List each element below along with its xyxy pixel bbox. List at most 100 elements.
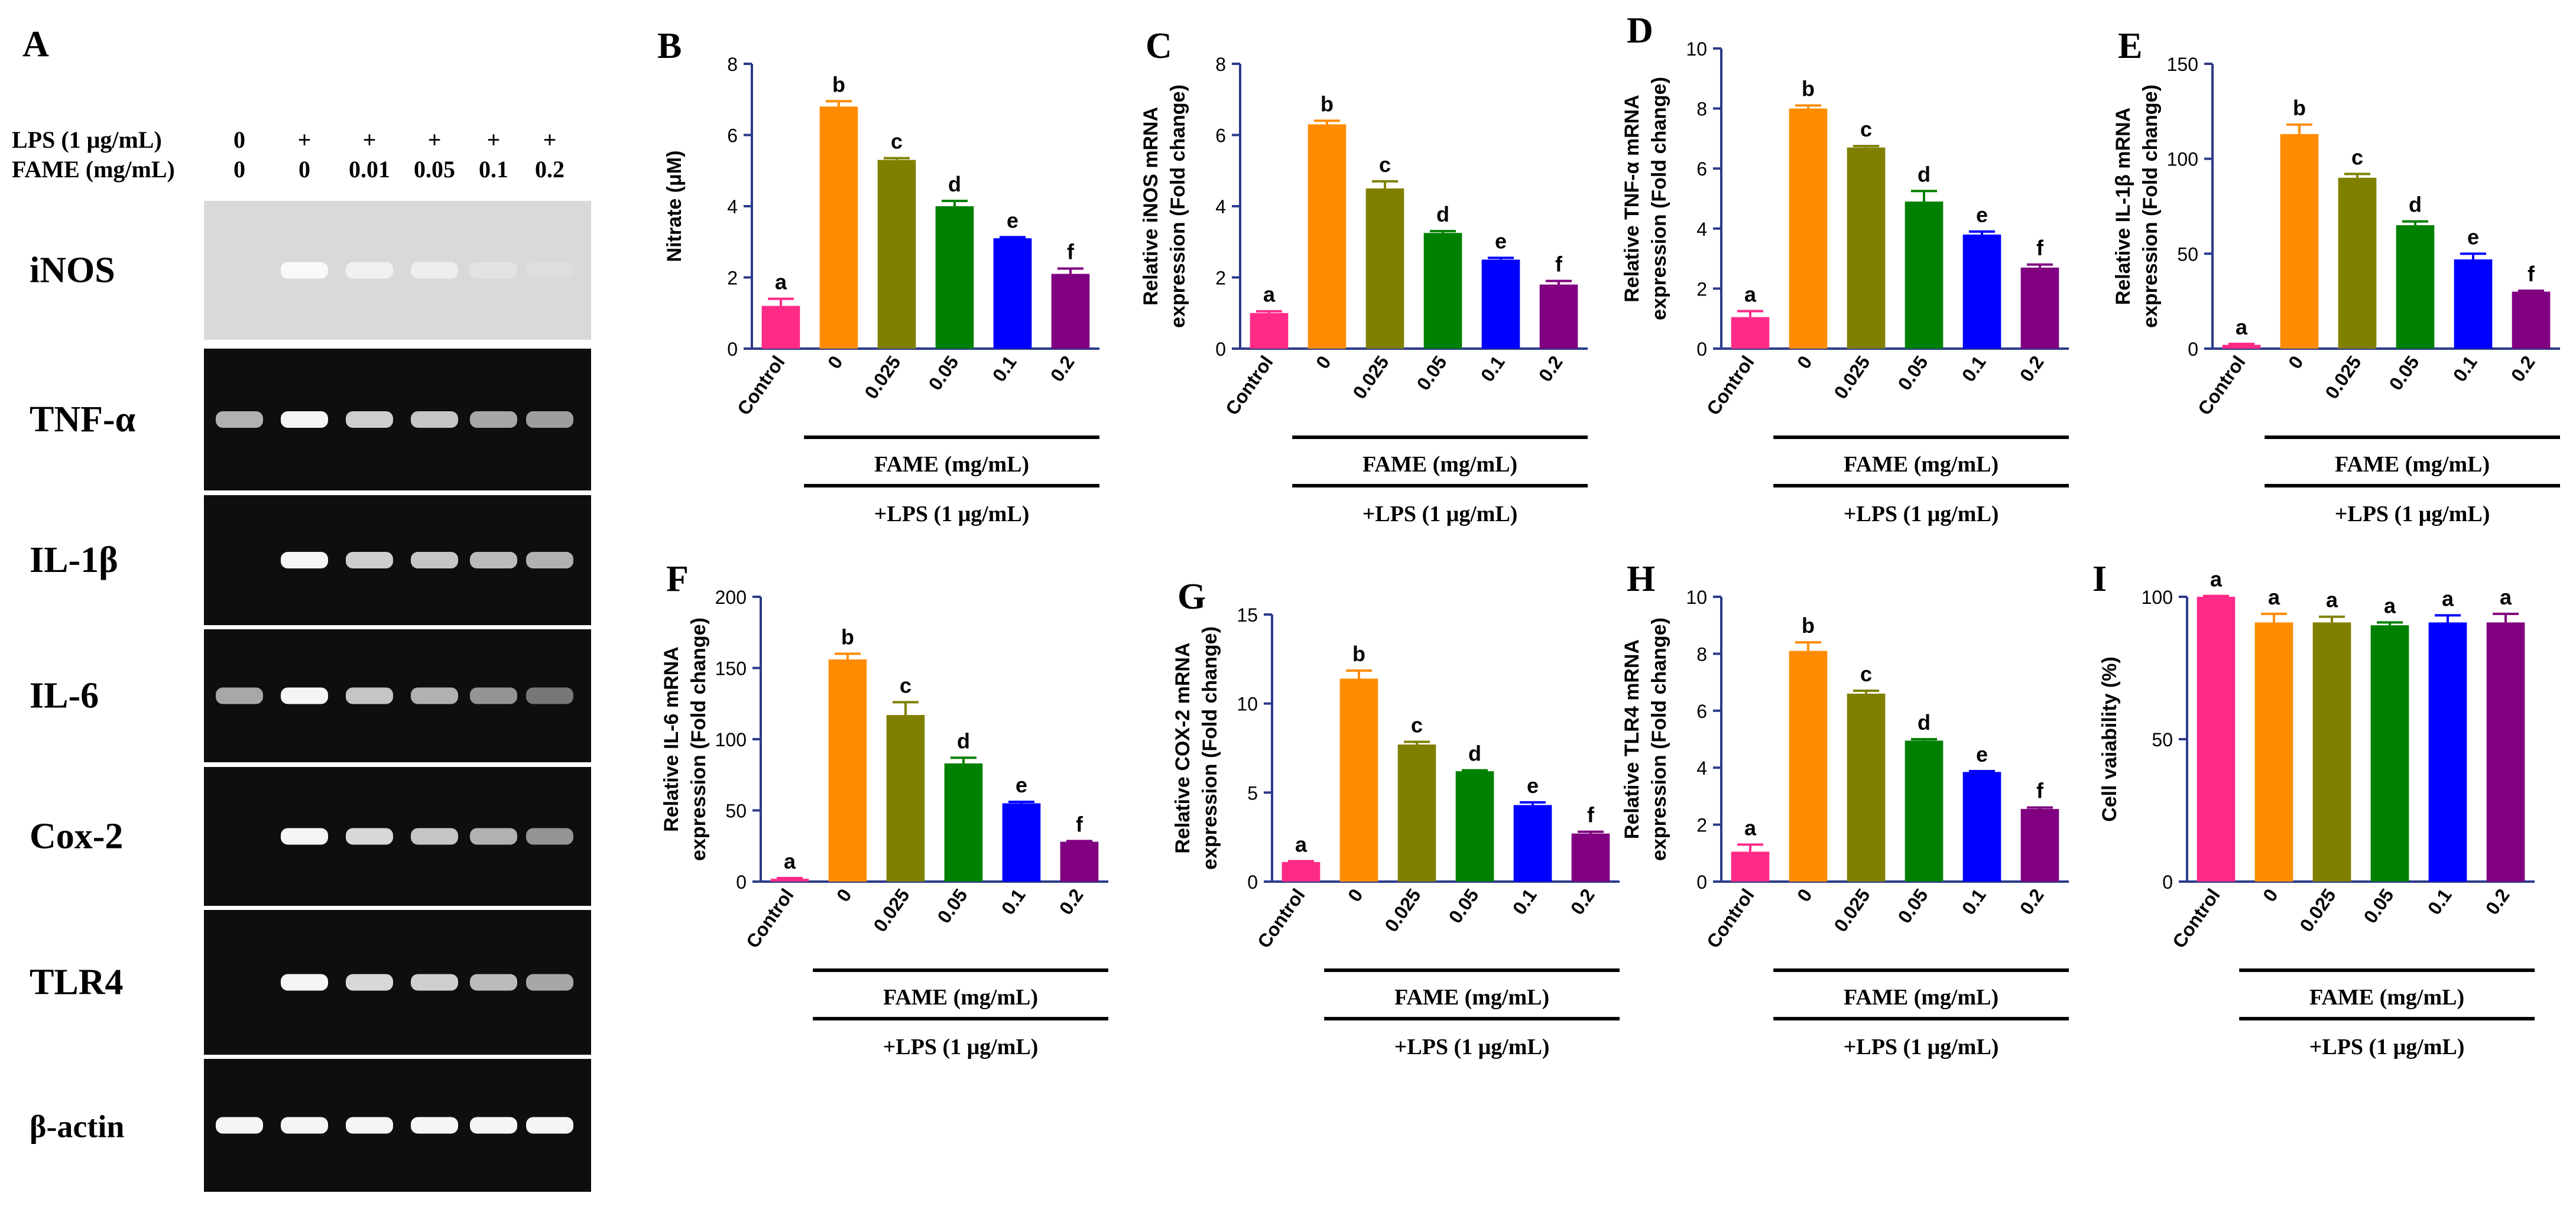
- bar: [1571, 833, 1610, 882]
- lps-bracket-label: +LPS (1 μg/mL): [2309, 1035, 2465, 1059]
- gel-band: [411, 552, 458, 568]
- x-tick-label: 0.1: [2423, 885, 2456, 918]
- significance-letter: d: [1918, 162, 1931, 186]
- significance-letter: c: [1379, 152, 1391, 177]
- y-tick-label: 0: [1696, 339, 1707, 360]
- gel-band: [526, 687, 573, 704]
- significance-letter: c: [1411, 713, 1423, 737]
- bar: [2396, 225, 2435, 349]
- bar: [1731, 851, 1770, 882]
- gel-row: β-actin: [30, 1059, 591, 1192]
- gel-band: [281, 552, 328, 568]
- x-tick-label: Control: [2194, 352, 2250, 419]
- lps-lane-value: +: [298, 126, 312, 153]
- bar: [1423, 233, 1462, 349]
- significance-letter: b: [2293, 96, 2306, 120]
- y-tick-label: 2: [1696, 278, 1707, 300]
- panel-letter: B: [657, 26, 682, 66]
- bar: [2020, 267, 2059, 349]
- significance-letter: a: [1744, 815, 1757, 840]
- y-axis-label: Cell vaiability (%): [2098, 656, 2121, 822]
- significance-letter: c: [891, 129, 903, 154]
- significance-letter: b: [1802, 613, 1815, 638]
- y-tick-label: 50: [725, 801, 747, 822]
- y-tick-label: 0: [1247, 872, 1258, 893]
- significance-letter: a: [2384, 593, 2396, 617]
- gel-band: [470, 1117, 517, 1134]
- gel-band: [470, 687, 517, 704]
- y-tick-label: 8: [1215, 54, 1226, 75]
- significance-letter: d: [948, 172, 961, 196]
- bar: [877, 160, 916, 349]
- x-tick-label: 0.025: [860, 352, 904, 402]
- bar: [1339, 678, 1378, 882]
- gel-band: [526, 828, 573, 845]
- bar: [2454, 259, 2493, 349]
- y-tick-label: 0: [1696, 872, 1707, 893]
- significance-letter: c: [1860, 117, 1872, 141]
- bar: [886, 715, 925, 882]
- x-tick-label: Control: [1253, 885, 1309, 952]
- bar: [819, 106, 858, 349]
- significance-letter: e: [1976, 203, 1988, 227]
- bar: [828, 659, 867, 882]
- y-axis-label: Relative TNF-α mRNA: [1621, 95, 1643, 303]
- significance-letter: a: [2268, 585, 2280, 609]
- bar: [2254, 622, 2293, 882]
- bar: [993, 238, 1032, 349]
- y-tick-label: 6: [727, 125, 738, 147]
- x-tick-label: Control: [733, 352, 789, 419]
- x-tick-label: 0.05: [1413, 352, 1451, 394]
- bar: [2512, 291, 2551, 349]
- x-tick-label: Control: [2168, 885, 2224, 952]
- x-tick-label: 0.05: [2385, 352, 2423, 394]
- gene-label: Cox-2: [30, 817, 123, 857]
- gel-row: IL-6: [30, 629, 591, 762]
- gene-label: IL-1β: [30, 540, 118, 580]
- significance-letter: e: [1016, 773, 1027, 797]
- significance-letter: a: [2500, 585, 2512, 609]
- lps-bracket-label: +LPS (1 μg/mL): [2335, 502, 2490, 526]
- y-tick-label: 5: [1247, 782, 1258, 804]
- bar: [1789, 651, 1828, 882]
- lps-lane-value: +: [363, 126, 377, 153]
- y-axis-label: Relative COX-2 mRNA: [1172, 642, 1194, 853]
- x-tick-label: 0.05: [1445, 885, 1483, 927]
- x-tick-label: 0.05: [1894, 352, 1932, 394]
- bar: [1397, 744, 1436, 882]
- gel-band: [216, 687, 263, 704]
- significance-letter: c: [1860, 662, 1872, 686]
- significance-letter: f: [2528, 262, 2535, 286]
- lps-bracket-label: +LPS (1 μg/mL): [874, 502, 1030, 526]
- y-axis-label: Relative iNOS mRNA: [1140, 107, 1162, 305]
- y-tick-label: 10: [1237, 694, 1258, 715]
- x-tick-label: 0.1: [1958, 352, 1990, 385]
- gel-row: TLR4: [30, 910, 591, 1055]
- x-tick-label: 0.2: [2481, 885, 2514, 918]
- y-tick-label: 2: [727, 268, 738, 289]
- panel-letter: H: [1627, 559, 1655, 599]
- y-tick-label: 6: [1696, 158, 1707, 180]
- x-tick-label: 0: [1793, 352, 1816, 372]
- significance-letter: a: [2442, 586, 2454, 610]
- x-tick-label: 0.1: [1477, 352, 1509, 385]
- bar-chart-i: I 0 50 100 Cell vaiability (%) a Control a 0 a 0.0…: [2092, 559, 2535, 1059]
- lps-label: LPS (1 μg/mL): [12, 126, 162, 153]
- x-tick-label: 0: [1793, 885, 1816, 905]
- gel-panel: A LPS (1 μg/mL) FAME (mg/mL) 0 + + + + +0 0 0.0…: [12, 24, 591, 1192]
- bar: [1905, 201, 1944, 349]
- fame-lane-value: 0: [233, 156, 245, 183]
- gel-band: [411, 262, 458, 279]
- significance-letter: e: [1527, 773, 1539, 798]
- fame-label: FAME (mg/mL): [12, 156, 175, 183]
- y-tick-label: 0: [727, 339, 738, 360]
- y-tick-label: 10: [1686, 38, 1707, 60]
- y-tick-label: 150: [2167, 54, 2198, 75]
- gel-band: [526, 1117, 573, 1134]
- gel-band: [346, 687, 393, 704]
- significance-letter: a: [1744, 282, 1757, 307]
- y-axis-label: expression (Fold change): [1199, 626, 1221, 870]
- bar: [1847, 693, 1886, 882]
- x-tick-label: 0.1: [1958, 885, 1990, 918]
- y-tick-label: 200: [715, 587, 747, 608]
